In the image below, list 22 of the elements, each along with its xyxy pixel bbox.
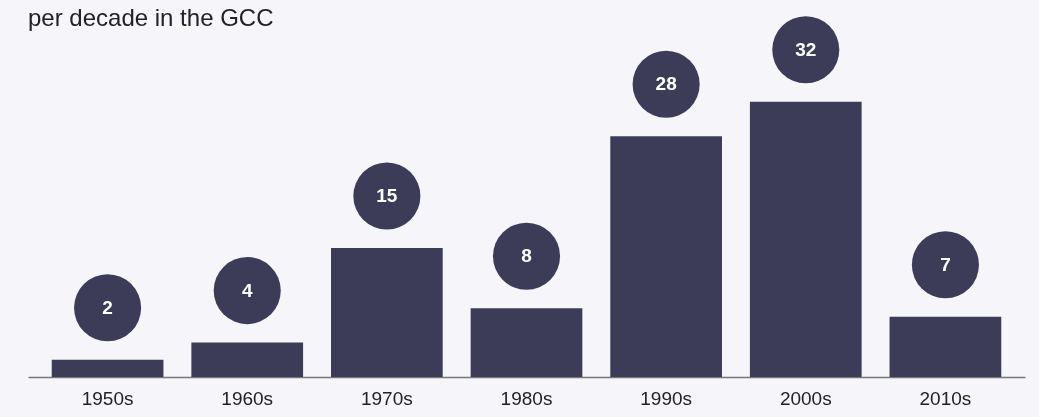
- x-tick-label: 1990s: [640, 387, 693, 409]
- data-label: 2: [102, 296, 113, 318]
- bar: [191, 342, 304, 377]
- x-tick-label: 2010s: [919, 387, 972, 409]
- data-label: 32: [795, 38, 817, 60]
- bar: [51, 359, 164, 377]
- bar: [889, 316, 1002, 377]
- x-tick-label: 1980s: [500, 387, 553, 409]
- x-tick-label: 1970s: [360, 387, 413, 409]
- bar: [470, 308, 583, 377]
- bar: [331, 248, 443, 377]
- x-tick-label: 1960s: [221, 387, 274, 409]
- bar: [610, 136, 722, 377]
- bar: [749, 101, 862, 377]
- data-label: 8: [521, 245, 532, 267]
- x-tick-label: 2000s: [779, 387, 832, 409]
- chart-title: per decade in the GCC: [28, 4, 274, 32]
- data-label: 15: [376, 185, 398, 207]
- data-label: 4: [241, 279, 253, 301]
- data-label: 28: [655, 73, 677, 95]
- x-tick-label: 1950s: [81, 387, 134, 409]
- data-label: 7: [940, 253, 951, 275]
